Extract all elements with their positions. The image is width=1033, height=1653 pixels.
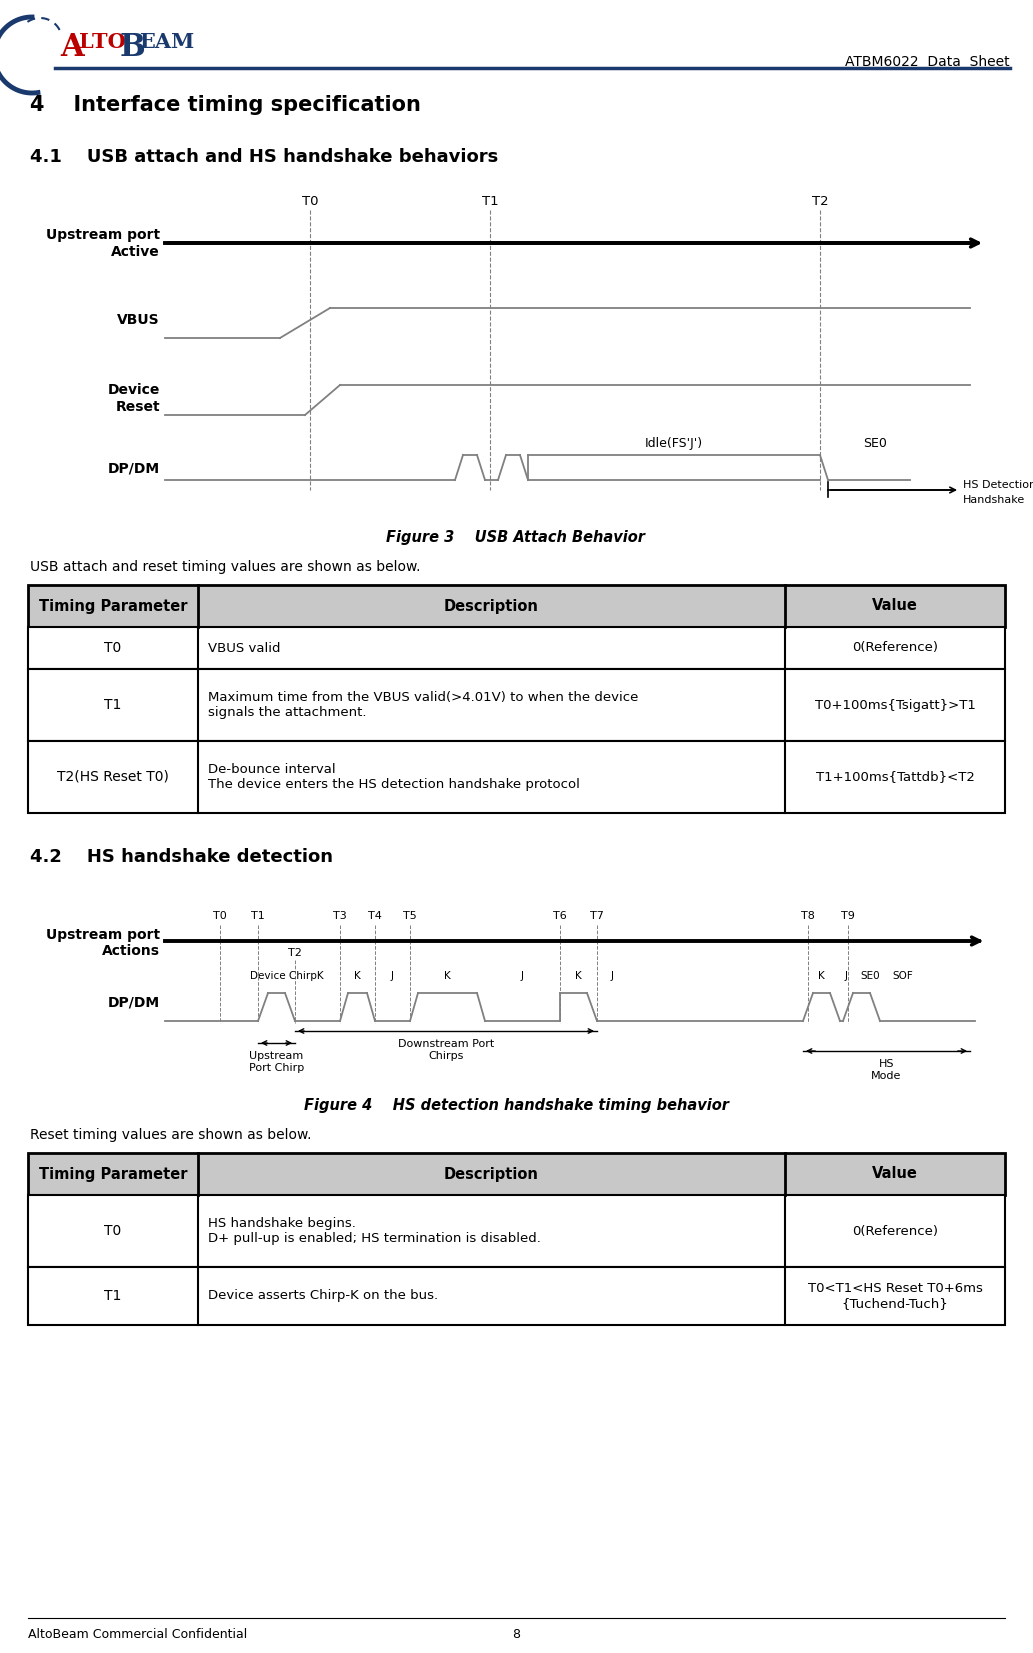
Text: DP/DM: DP/DM (107, 461, 160, 474)
Text: Maximum time from the VBUS valid(>4.01V) to when the device
signals the attachme: Maximum time from the VBUS valid(>4.01V)… (208, 691, 638, 719)
Text: Figure 3    USB Attach Behavior: Figure 3 USB Attach Behavior (386, 531, 646, 545)
Text: VBUS: VBUS (118, 312, 160, 327)
Text: ATBM6022  Data  Sheet: ATBM6022 Data Sheet (845, 55, 1010, 69)
Text: 0(Reference): 0(Reference) (852, 641, 938, 655)
Text: T0: T0 (213, 911, 227, 921)
Text: T0<T1<HS Reset T0+6ms
{Tuchend-Tuch}: T0<T1<HS Reset T0+6ms {Tuchend-Tuch} (808, 1283, 982, 1309)
Bar (28, 585, 1005, 626)
Bar (28, 1266, 1005, 1326)
Text: T2(HS Reset T0): T2(HS Reset T0) (57, 770, 169, 784)
Bar (28, 1195, 1005, 1266)
Text: 4.2    HS handshake detection: 4.2 HS handshake detection (30, 848, 333, 866)
Text: T1+100ms{Tattdb}<T2: T1+100ms{Tattdb}<T2 (816, 770, 974, 784)
Text: T1: T1 (104, 698, 122, 712)
Text: HS
Mode: HS Mode (871, 1060, 902, 1081)
Text: Actions: Actions (102, 944, 160, 959)
Text: T3: T3 (333, 911, 347, 921)
Text: T9: T9 (841, 911, 855, 921)
Text: T2: T2 (288, 949, 302, 959)
Text: Timing Parameter: Timing Parameter (39, 598, 187, 613)
Text: De-bounce interval
The device enters the HS detection handshake protocol: De-bounce interval The device enters the… (208, 764, 580, 792)
Text: K: K (444, 970, 450, 980)
Text: Idle(FS'J'): Idle(FS'J') (645, 436, 703, 450)
Text: 0(Reference): 0(Reference) (852, 1225, 938, 1238)
Text: T0: T0 (104, 1223, 122, 1238)
Text: J: J (611, 970, 614, 980)
Text: J: J (845, 970, 847, 980)
Text: Active: Active (112, 245, 160, 260)
Text: Upstream port: Upstream port (45, 927, 160, 942)
Text: 8: 8 (512, 1628, 520, 1641)
Text: Timing Parameter: Timing Parameter (39, 1167, 187, 1182)
Text: USB attach and reset timing values are shown as below.: USB attach and reset timing values are s… (30, 560, 420, 574)
Text: B: B (120, 31, 146, 63)
Text: T0+100ms{Tsigatt}>T1: T0+100ms{Tsigatt}>T1 (815, 699, 975, 711)
Text: T1: T1 (481, 195, 498, 208)
Text: Upstream
Port Chirp: Upstream Port Chirp (249, 1051, 304, 1073)
Text: T1: T1 (104, 1289, 122, 1303)
Text: LTO: LTO (79, 31, 126, 51)
Text: Reset: Reset (116, 400, 160, 413)
Text: HS handshake begins.
D+ pull-up is enabled; HS termination is disabled.: HS handshake begins. D+ pull-up is enabl… (208, 1217, 541, 1245)
Text: Value: Value (872, 1167, 918, 1182)
Text: Device ChirpK: Device ChirpK (250, 970, 323, 980)
Text: Value: Value (872, 598, 918, 613)
Text: Handshake: Handshake (963, 494, 1025, 506)
Text: 4.1    USB attach and HS handshake behaviors: 4.1 USB attach and HS handshake behavior… (30, 149, 498, 165)
Text: T1: T1 (251, 911, 264, 921)
Bar (28, 741, 1005, 813)
Text: K: K (354, 970, 361, 980)
Text: SOF: SOF (893, 970, 913, 980)
Text: SE0: SE0 (860, 970, 880, 980)
Text: Device: Device (107, 383, 160, 397)
Text: T5: T5 (403, 911, 417, 921)
Text: Reset timing values are shown as below.: Reset timing values are shown as below. (30, 1127, 312, 1142)
Text: Device asserts Chirp-K on the bus.: Device asserts Chirp-K on the bus. (208, 1289, 438, 1303)
Text: K: K (575, 970, 582, 980)
Text: Figure 4    HS detection handshake timing behavior: Figure 4 HS detection handshake timing b… (304, 1098, 728, 1112)
Text: EAM: EAM (139, 31, 194, 51)
Text: HS Detection: HS Detection (963, 479, 1033, 489)
Text: T0: T0 (302, 195, 318, 208)
Text: K: K (818, 970, 824, 980)
Text: Description: Description (444, 1167, 539, 1182)
Bar (28, 626, 1005, 669)
Text: SE0: SE0 (863, 436, 887, 450)
Text: T7: T7 (590, 911, 604, 921)
Text: 4    Interface timing specification: 4 Interface timing specification (30, 94, 420, 116)
Bar (28, 669, 1005, 741)
Text: Downstream Port
Chirps: Downstream Port Chirps (398, 1040, 494, 1061)
Bar (28, 1154, 1005, 1195)
Text: J: J (521, 970, 524, 980)
Text: T2: T2 (812, 195, 828, 208)
Text: A: A (60, 31, 84, 63)
Text: Upstream port: Upstream port (45, 228, 160, 241)
Text: AltoBeam Commercial Confidential: AltoBeam Commercial Confidential (28, 1628, 247, 1641)
Text: T8: T8 (801, 911, 815, 921)
Text: T0: T0 (104, 641, 122, 655)
Text: T4: T4 (368, 911, 382, 921)
Text: T6: T6 (553, 911, 567, 921)
Text: VBUS valid: VBUS valid (208, 641, 281, 655)
Text: DP/DM: DP/DM (107, 997, 160, 1010)
Text: J: J (392, 970, 394, 980)
Text: Description: Description (444, 598, 539, 613)
